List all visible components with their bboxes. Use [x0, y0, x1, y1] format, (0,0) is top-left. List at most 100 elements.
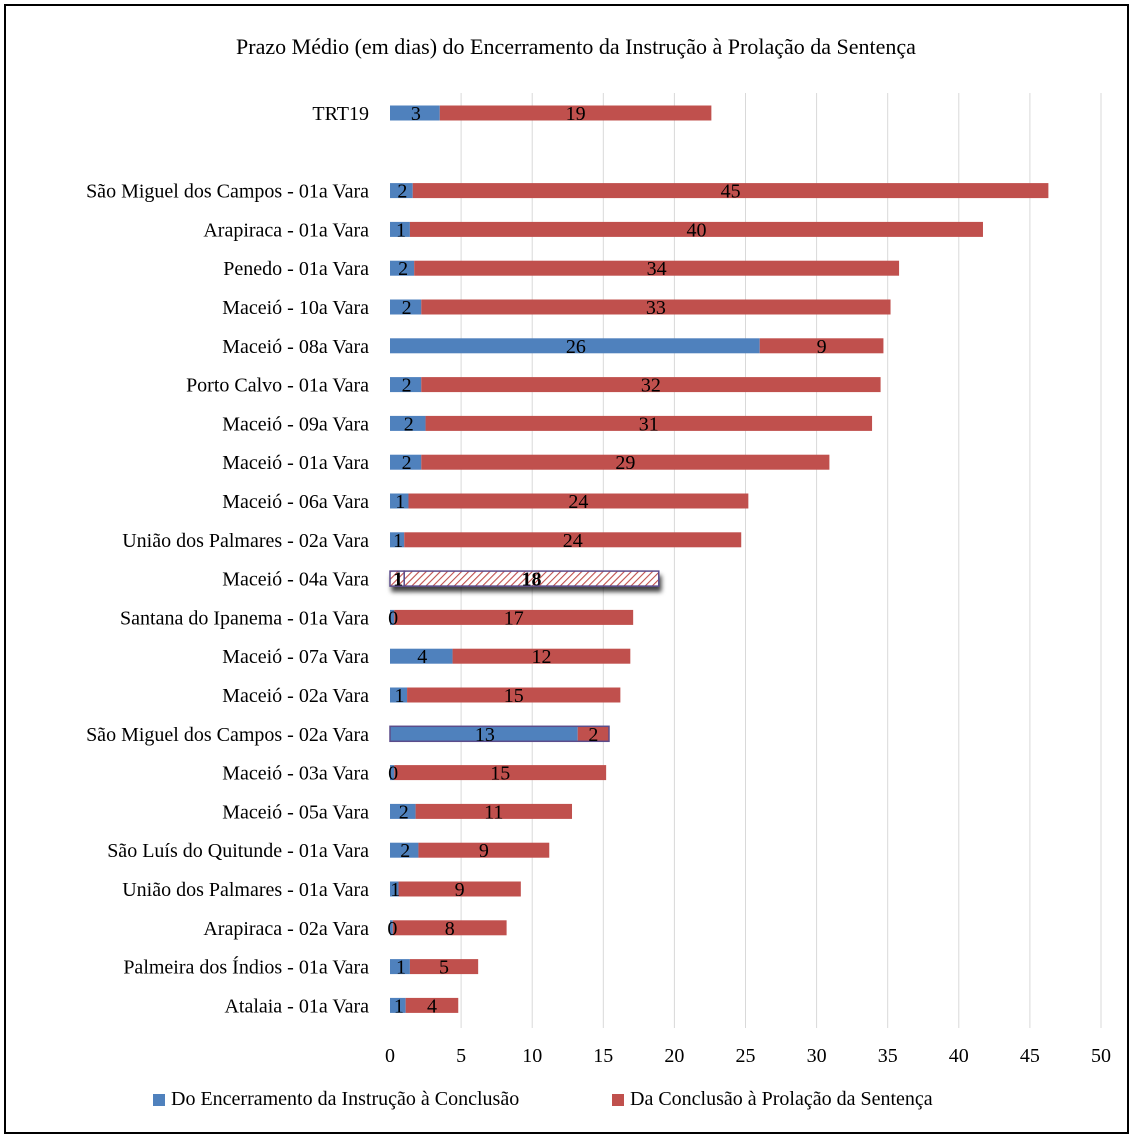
bar-conclusao [390, 377, 422, 393]
x-tick-label: 50 [1091, 1045, 1111, 1067]
bar-prolacao [425, 415, 873, 431]
category-label: Santana do Ipanema - 01a Vara [120, 607, 369, 629]
data-label-conclusao: 1 [390, 879, 400, 901]
data-label-prolacao: 32 [641, 375, 661, 397]
category-label: Porto Calvo - 01a Vara [186, 375, 369, 397]
bar-group [390, 377, 881, 393]
bar-conclusao [390, 609, 395, 625]
category-label: São Miguel dos Campos - 02a Vara [86, 724, 369, 746]
category-label: União dos Palmares - 01a Vara [122, 879, 369, 901]
data-label-prolacao: 9 [479, 840, 489, 862]
bar-conclusao [390, 687, 408, 703]
x-tick-label: 30 [807, 1045, 827, 1067]
bar-prolacao [577, 726, 609, 742]
legend-swatch-red [612, 1093, 624, 1106]
bar-group [389, 570, 660, 587]
data-label-conclusao: 4 [417, 646, 427, 668]
bar-conclusao [390, 105, 440, 121]
bar-prolacao [439, 105, 712, 121]
bar-conclusao [390, 338, 760, 354]
x-tick-label: 10 [522, 1045, 542, 1067]
category-label: Maceió - 10a Vara [222, 297, 369, 319]
data-label-conclusao: 2 [404, 413, 414, 435]
legend-item-conclusao: Do Encerramento da Instrução à Conclusão [153, 1088, 519, 1111]
bar-prolacao [421, 377, 881, 393]
bar-group [390, 959, 479, 975]
bar-group [390, 221, 983, 237]
data-label-prolacao: 8 [445, 918, 455, 940]
bar-prolacao [418, 842, 550, 858]
bar-prolacao [412, 183, 1049, 199]
data-label-conclusao: 0 [387, 918, 397, 940]
category-label: Maceió - 08a Vara [222, 336, 369, 358]
data-label-prolacao: 45 [721, 181, 741, 203]
bar-group [390, 881, 521, 897]
bar-group [390, 842, 550, 858]
category-label: Arapiraca - 02a Vara [203, 918, 369, 940]
bar-prolacao [404, 532, 742, 548]
bar-prolacao [403, 570, 660, 587]
data-label-prolacao: 19 [566, 103, 586, 125]
category-labels: TRT19 São Miguel dos Campos - 01a Vara Ara… [86, 103, 369, 1017]
category-label: São Luís do Quitunde - 01a Vara [107, 840, 369, 862]
data-label-prolacao: 33 [646, 297, 666, 319]
bar-group [390, 415, 873, 431]
x-tick-label: 40 [949, 1045, 969, 1067]
x-tick-label: 45 [1020, 1045, 1040, 1067]
data-label-conclusao: 1 [393, 569, 403, 591]
bar-group [390, 803, 573, 819]
data-label-conclusao: 1 [395, 491, 405, 513]
category-label: Maceió - 04a Vara [222, 569, 369, 591]
bar-prolacao [408, 493, 749, 509]
data-label-conclusao: 13 [475, 724, 495, 746]
bar-group [390, 183, 1049, 199]
bar-group [390, 920, 507, 936]
data-label-conclusao: 0 [388, 763, 398, 785]
bar-prolacao [421, 454, 830, 470]
bar-conclusao [390, 803, 416, 819]
bar-group [390, 532, 742, 548]
category-label: Maceió - 02a Vara [222, 685, 369, 707]
bar-conclusao [390, 842, 419, 858]
bar-conclusao [390, 532, 405, 548]
data-label-conclusao: 2 [400, 840, 410, 862]
bar-group [389, 725, 610, 743]
data-label-prolacao: 12 [531, 646, 551, 668]
bar-conclusao [390, 183, 413, 199]
data-label-prolacao: 5 [439, 957, 449, 979]
data-label-conclusao: 1 [396, 957, 406, 979]
category-label: União dos Palmares - 02a Vara [122, 530, 369, 552]
bar-conclusao [390, 221, 410, 237]
data-label-prolacao: 24 [563, 530, 583, 552]
bar-conclusao [390, 920, 393, 936]
bar-group [390, 687, 621, 703]
category-label: Maceió - 09a Vara [222, 413, 369, 435]
category-label: Maceió - 01a Vara [222, 452, 369, 474]
x-tick-label: 25 [736, 1045, 756, 1067]
bar-prolacao [414, 260, 900, 276]
bar-conclusao [390, 648, 453, 664]
bar-group [390, 765, 607, 781]
bar-conclusao [390, 260, 415, 276]
x-tick-labels: 0 5 10 15 20 25 30 35 40 45 50 [385, 1045, 1111, 1067]
bar-prolacao [405, 997, 459, 1013]
category-label: Maceió - 07a Vara [222, 646, 369, 668]
bar-group [390, 609, 634, 625]
data-label-prolacao: 9 [817, 336, 827, 358]
bar-conclusao [390, 726, 578, 742]
data-label-prolacao: 17 [504, 607, 524, 629]
data-label-conclusao: 2 [402, 452, 412, 474]
x-tick-label: 0 [385, 1045, 395, 1067]
data-label-prolacao: 15 [504, 685, 524, 707]
x-tick-label: 20 [664, 1045, 684, 1067]
data-label-prolacao: 2 [588, 724, 598, 746]
bar-prolacao [394, 609, 634, 625]
bar-group [390, 454, 830, 470]
data-label-conclusao: 1 [393, 530, 403, 552]
bar-group [390, 493, 749, 509]
bar-prolacao [452, 648, 631, 664]
bar-prolacao [415, 803, 573, 819]
data-label-conclusao: 1 [394, 995, 404, 1017]
